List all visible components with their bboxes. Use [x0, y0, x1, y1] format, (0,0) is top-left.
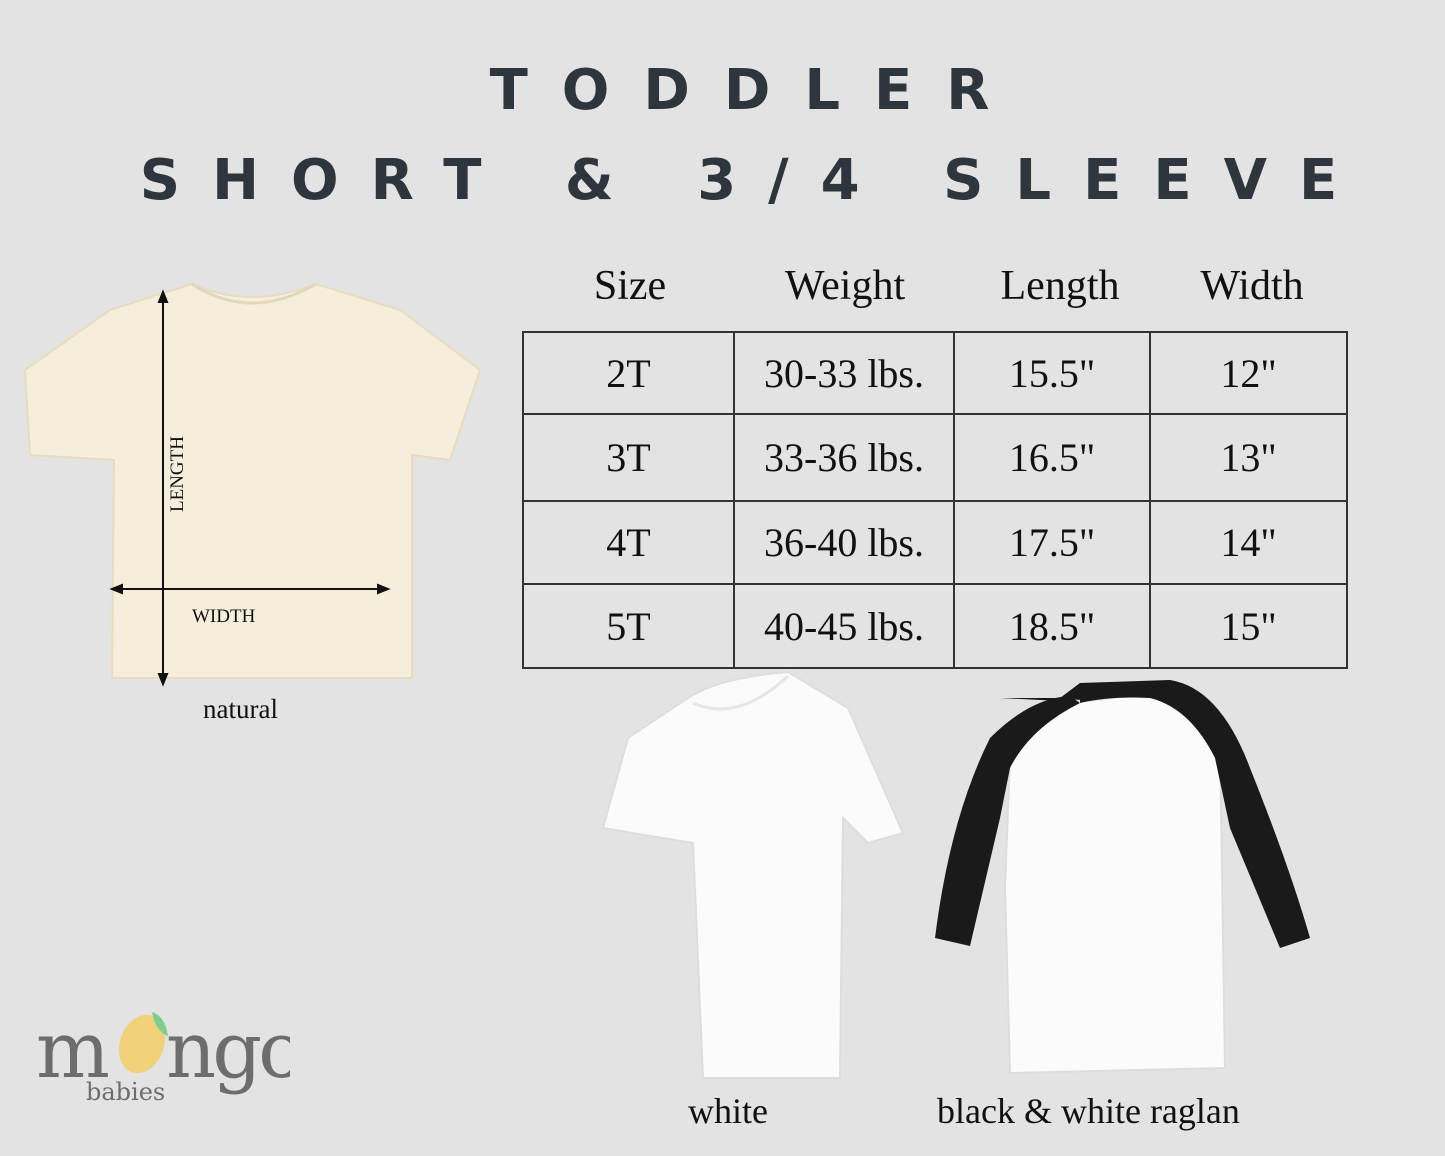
cell-width: 14"	[1149, 500, 1348, 585]
cell-weight: 36-40 lbs.	[733, 500, 955, 585]
cell-width: 12"	[1149, 331, 1348, 415]
cell-weight: 40-45 lbs.	[733, 583, 955, 669]
size-table: 2T 30-33 lbs. 15.5" 12" 3T 33-36 lbs. 16…	[522, 331, 1348, 669]
length-label: LENGTH	[167, 436, 188, 512]
header-size: Size	[593, 263, 667, 309]
svg-text:ngo: ngo	[166, 1006, 290, 1096]
cell-width: 15"	[1149, 583, 1348, 669]
title-line-2: SHORT & 3/4 SLEEVE	[139, 148, 1370, 213]
svg-text:m: m	[36, 1006, 108, 1096]
cell-length: 17.5"	[953, 500, 1151, 585]
mongo-babies-logo: m ngo babies	[36, 1006, 290, 1106]
cell-weight: 33-36 lbs.	[733, 413, 955, 502]
raglan-shirt-image	[935, 680, 1310, 1075]
caption-raglan: black & white raglan	[937, 1091, 1240, 1131]
table-row: 4T 36-40 lbs. 17.5" 14"	[522, 500, 1348, 585]
white-tshirt-image	[601, 670, 905, 1079]
natural-tshirt-image: LENGTH WIDTH	[23, 282, 482, 687]
cell-size: 2T	[522, 331, 735, 415]
caption-white: white	[688, 1091, 768, 1131]
width-label: WIDTH	[192, 606, 256, 627]
table-row: 2T 30-33 lbs. 15.5" 12"	[522, 331, 1348, 415]
table-row: 3T 33-36 lbs. 16.5" 13"	[522, 413, 1348, 502]
cell-width: 13"	[1149, 413, 1348, 502]
table-row: 5T 40-45 lbs. 18.5" 15"	[522, 583, 1348, 669]
header-length: Length	[1000, 263, 1120, 309]
header-weight: Weight	[784, 263, 906, 309]
cell-size: 5T	[522, 583, 735, 669]
cell-length: 16.5"	[953, 413, 1151, 502]
header-width: Width	[1200, 263, 1304, 309]
logo-sub-text: babies	[86, 1078, 165, 1106]
caption-natural: natural	[203, 694, 278, 724]
cell-size: 3T	[522, 413, 735, 502]
cell-size: 4T	[522, 500, 735, 585]
cell-length: 18.5"	[953, 583, 1151, 669]
title-line-1: TODDLER	[489, 58, 1024, 123]
cell-weight: 30-33 lbs.	[733, 331, 955, 415]
cell-length: 15.5"	[953, 331, 1151, 415]
